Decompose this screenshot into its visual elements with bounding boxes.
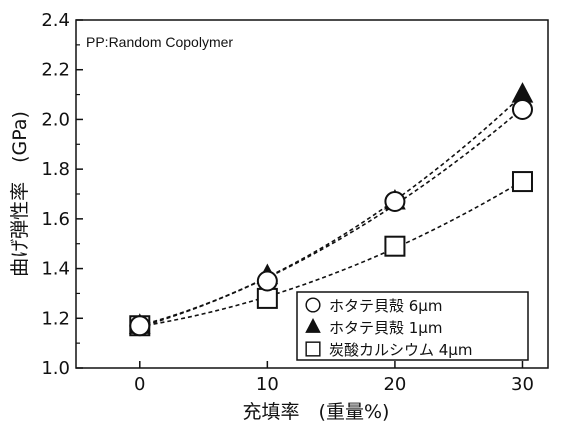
y-tick-label: 1.4: [41, 259, 70, 280]
data-point-open-square: [511, 171, 533, 193]
legend-label: ホタテ貝殻 1μm: [329, 319, 442, 337]
legend-marker-open-circle: [305, 297, 321, 313]
legend-box: [296, 291, 529, 361]
data-point-open-square: [384, 235, 406, 257]
x-tick-label: 0: [134, 374, 145, 395]
legend-label: 炭酸カルシウム 4μm: [329, 341, 472, 359]
chart-annotation: PP:Random Copolymer: [86, 34, 233, 50]
data-point-open-circle: [511, 98, 533, 120]
y-tick-label: 1.0: [41, 358, 70, 379]
tick-layer: 0 10 20 30 1.0 1.2 1.4 1.6 1.8 2.0 2.2 2.4: [41, 10, 534, 395]
legend-label: ホタテ貝殻 6μm: [329, 297, 442, 315]
y-axis-label: 曲げ弾性率 (GPa): [9, 111, 31, 277]
y-tick-label: 1.6: [41, 209, 70, 230]
y-tick-label: 1.2: [41, 308, 70, 329]
data-markers: [128, 82, 534, 337]
fit-curve-series-2: [139, 180, 523, 328]
legend-marker-open-square: [305, 341, 321, 357]
y-tick-label: 2.0: [41, 109, 70, 130]
data-point-open-circle: [384, 190, 406, 212]
y-tick-label: 1.8: [41, 159, 70, 180]
data-point-open-circle: [256, 270, 278, 292]
data-point-open-circle: [129, 315, 151, 337]
fit-curve-series-1: [139, 94, 524, 327]
y-tick-label: 2.4: [41, 10, 70, 31]
x-tick-label: 20: [383, 374, 406, 395]
x-axis-label: 充填率 (重量%): [243, 401, 390, 423]
legend: ホタテ貝殻 6μm ホタテ貝殻 1μm 炭酸カルシウム 4μm: [296, 291, 529, 361]
y-tick-label: 2.2: [41, 60, 70, 81]
x-tick-label: 30: [511, 374, 534, 395]
fit-curves: [139, 94, 524, 328]
x-tick-label: 10: [256, 374, 279, 395]
legend-marker-filled-triangle: [305, 318, 321, 333]
data-point-open-square: [256, 287, 278, 309]
